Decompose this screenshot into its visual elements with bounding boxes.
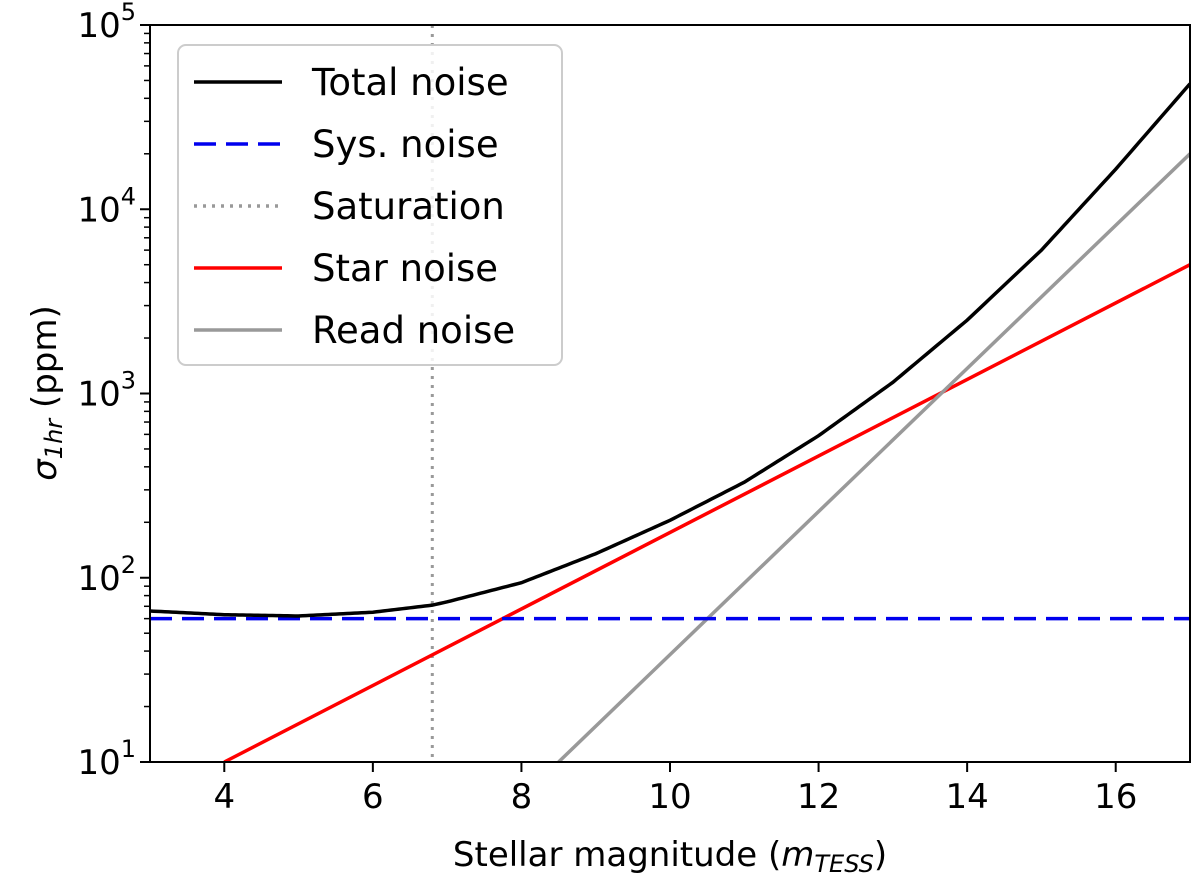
y-tick-label: 101 bbox=[77, 735, 136, 783]
legend-label-saturation: Saturation bbox=[312, 185, 505, 228]
y-axis: 101 102 103 104 105 bbox=[77, 0, 150, 783]
x-tick-label: 6 bbox=[362, 777, 384, 817]
y-tick-label: 103 bbox=[77, 367, 136, 415]
legend-box bbox=[177, 44, 563, 366]
legend-label-sys-noise: Sys. noise bbox=[312, 123, 499, 166]
series-line-total-noise bbox=[150, 82, 1190, 618]
series-line-star-noise bbox=[223, 263, 1190, 762]
x-tick-label: 10 bbox=[648, 777, 691, 817]
y-tick-label: 105 bbox=[77, 0, 136, 46]
legend-label-star-noise: Star noise bbox=[312, 247, 498, 290]
legend-label-read-noise: Read noise bbox=[312, 309, 515, 352]
legend: Total noise Sys. noise Saturation Star nois… bbox=[177, 44, 563, 366]
legend-label-total-noise: Total noise bbox=[311, 61, 509, 104]
series-line-read-noise bbox=[557, 152, 1190, 762]
x-axis: 4 6 8 10 12 14 16 bbox=[213, 762, 1137, 817]
x-tick-label: 4 bbox=[213, 777, 235, 817]
y-tick-label: 104 bbox=[77, 182, 136, 230]
y-axis-label: σ1hr (ppm) bbox=[25, 305, 68, 481]
y-tick-label: 102 bbox=[77, 551, 136, 599]
x-tick-label: 16 bbox=[1094, 777, 1137, 817]
x-tick-label: 14 bbox=[946, 777, 989, 817]
plot-lines bbox=[150, 25, 1190, 762]
x-axis-label: Stellar magnitude (mTESS) bbox=[453, 835, 887, 878]
x-tick-label: 12 bbox=[797, 777, 840, 817]
x-tick-label: 8 bbox=[511, 777, 533, 817]
